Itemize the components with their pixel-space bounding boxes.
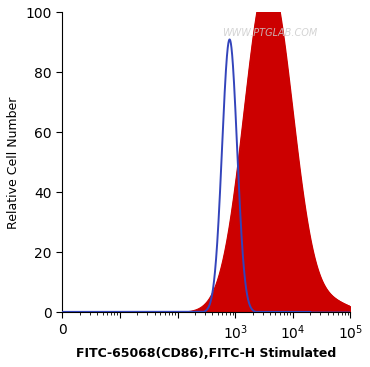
X-axis label: FITC-65068(CD86),FITC-H Stimulated: FITC-65068(CD86),FITC-H Stimulated xyxy=(76,347,336,360)
Text: WWW.PTGLAB.COM: WWW.PTGLAB.COM xyxy=(222,29,317,39)
Y-axis label: Relative Cell Number: Relative Cell Number xyxy=(7,96,20,229)
